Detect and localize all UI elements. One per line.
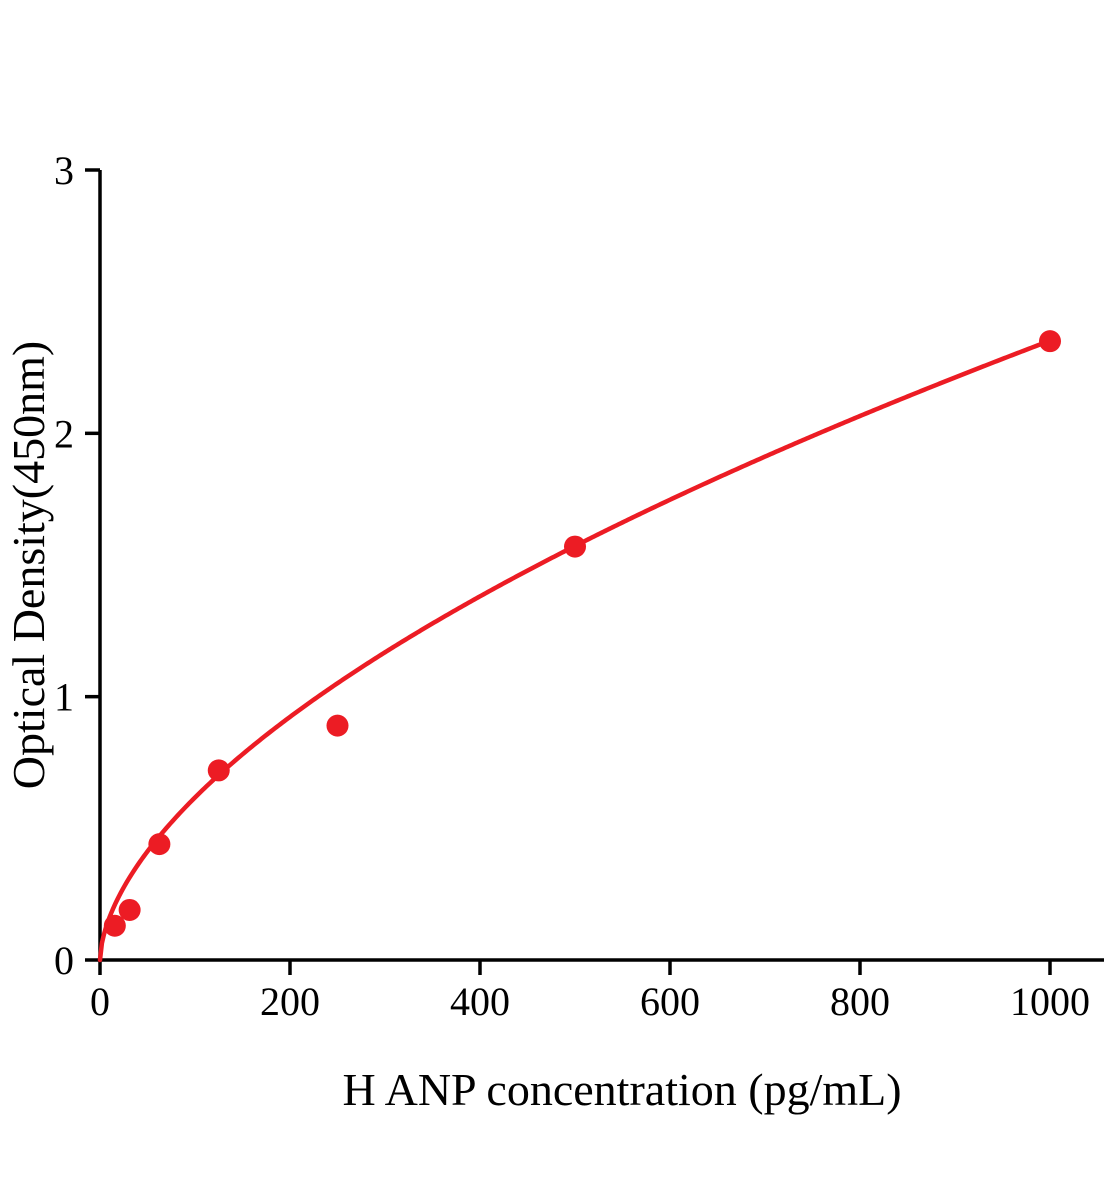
x-tick-label: 0 [90,979,110,1024]
axis-line [98,170,1104,962]
y-tick-label: 0 [54,938,74,983]
data-point [118,898,141,921]
y-axis-title: Optical Density(450nm) [3,341,54,789]
fit-curve-path [97,338,1053,963]
x-tick-label: 1000 [1010,979,1090,1024]
data-point [326,714,349,737]
data-point [564,535,586,558]
x-tick-label: 600 [640,979,700,1024]
data-point [1039,330,1061,353]
x-axis-title: H ANP concentration (pg/mL) [342,1064,901,1115]
x-tick-label: 400 [450,979,510,1024]
axes [98,170,1104,962]
axis-ticks: 0 200 400 600 800 1000 0 1 2 3 [54,148,1090,1024]
data-point [207,759,230,782]
data-point [148,833,171,856]
data-point [103,914,126,937]
x-tick-label: 200 [260,979,320,1024]
y-tick-label: 1 [54,675,74,720]
y-tick-label: 3 [54,148,74,193]
x-tick-label: 800 [830,979,890,1024]
data-points [103,330,1061,937]
y-tick-label: 2 [54,411,74,456]
fit-curve [97,338,1053,963]
